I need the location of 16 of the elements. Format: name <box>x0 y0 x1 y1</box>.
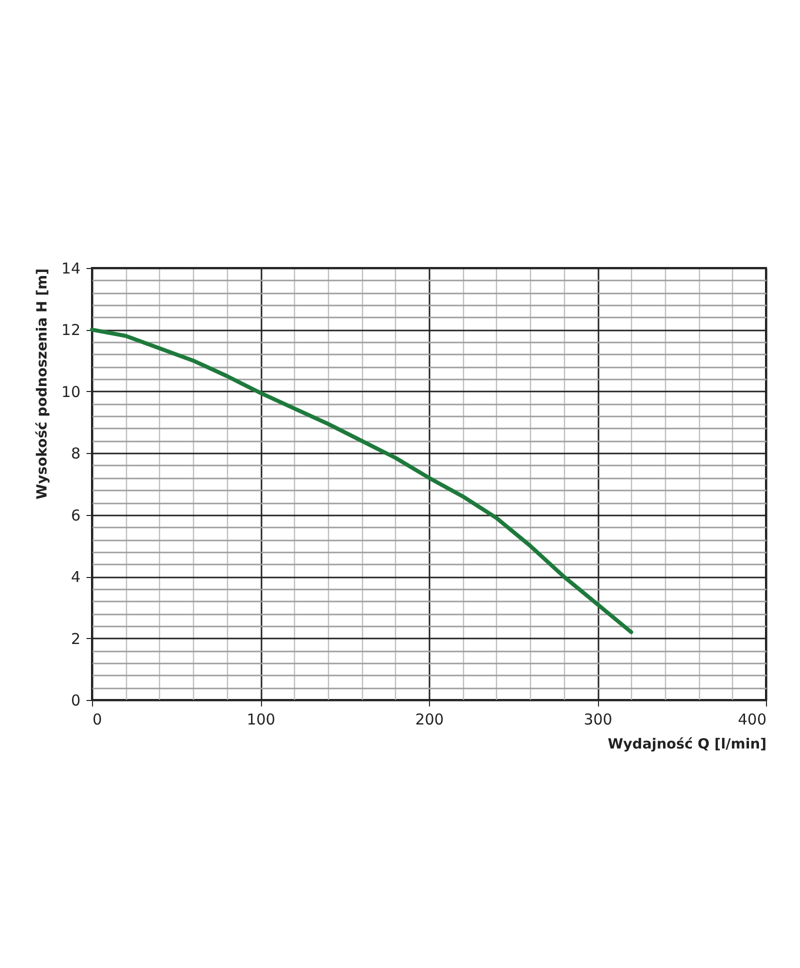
y-tick-label: 8 <box>70 444 80 463</box>
x-tick-label: 200 <box>415 710 444 728</box>
y-tick-label: 2 <box>70 630 80 648</box>
line-series <box>90 328 634 634</box>
y-tick-label: 10 <box>61 382 80 401</box>
x-tick-label: 400 <box>738 710 766 728</box>
y-tick-label: 0 <box>70 692 80 710</box>
x-axis-title: Wydajność Q [l/min] <box>608 736 766 752</box>
y-tick-label: 4 <box>70 568 80 586</box>
y-tick-label: 12 <box>61 321 80 340</box>
x-tick-label: 100 <box>246 710 276 728</box>
y-axis-title: Wysokość podnoszenia H [m] <box>34 268 50 500</box>
x-tick-label: 300 <box>584 710 612 728</box>
x-tick-label: 0 <box>92 710 102 728</box>
y-tick-label: 14 <box>61 260 80 278</box>
y-tick-label: 6 <box>70 506 80 524</box>
